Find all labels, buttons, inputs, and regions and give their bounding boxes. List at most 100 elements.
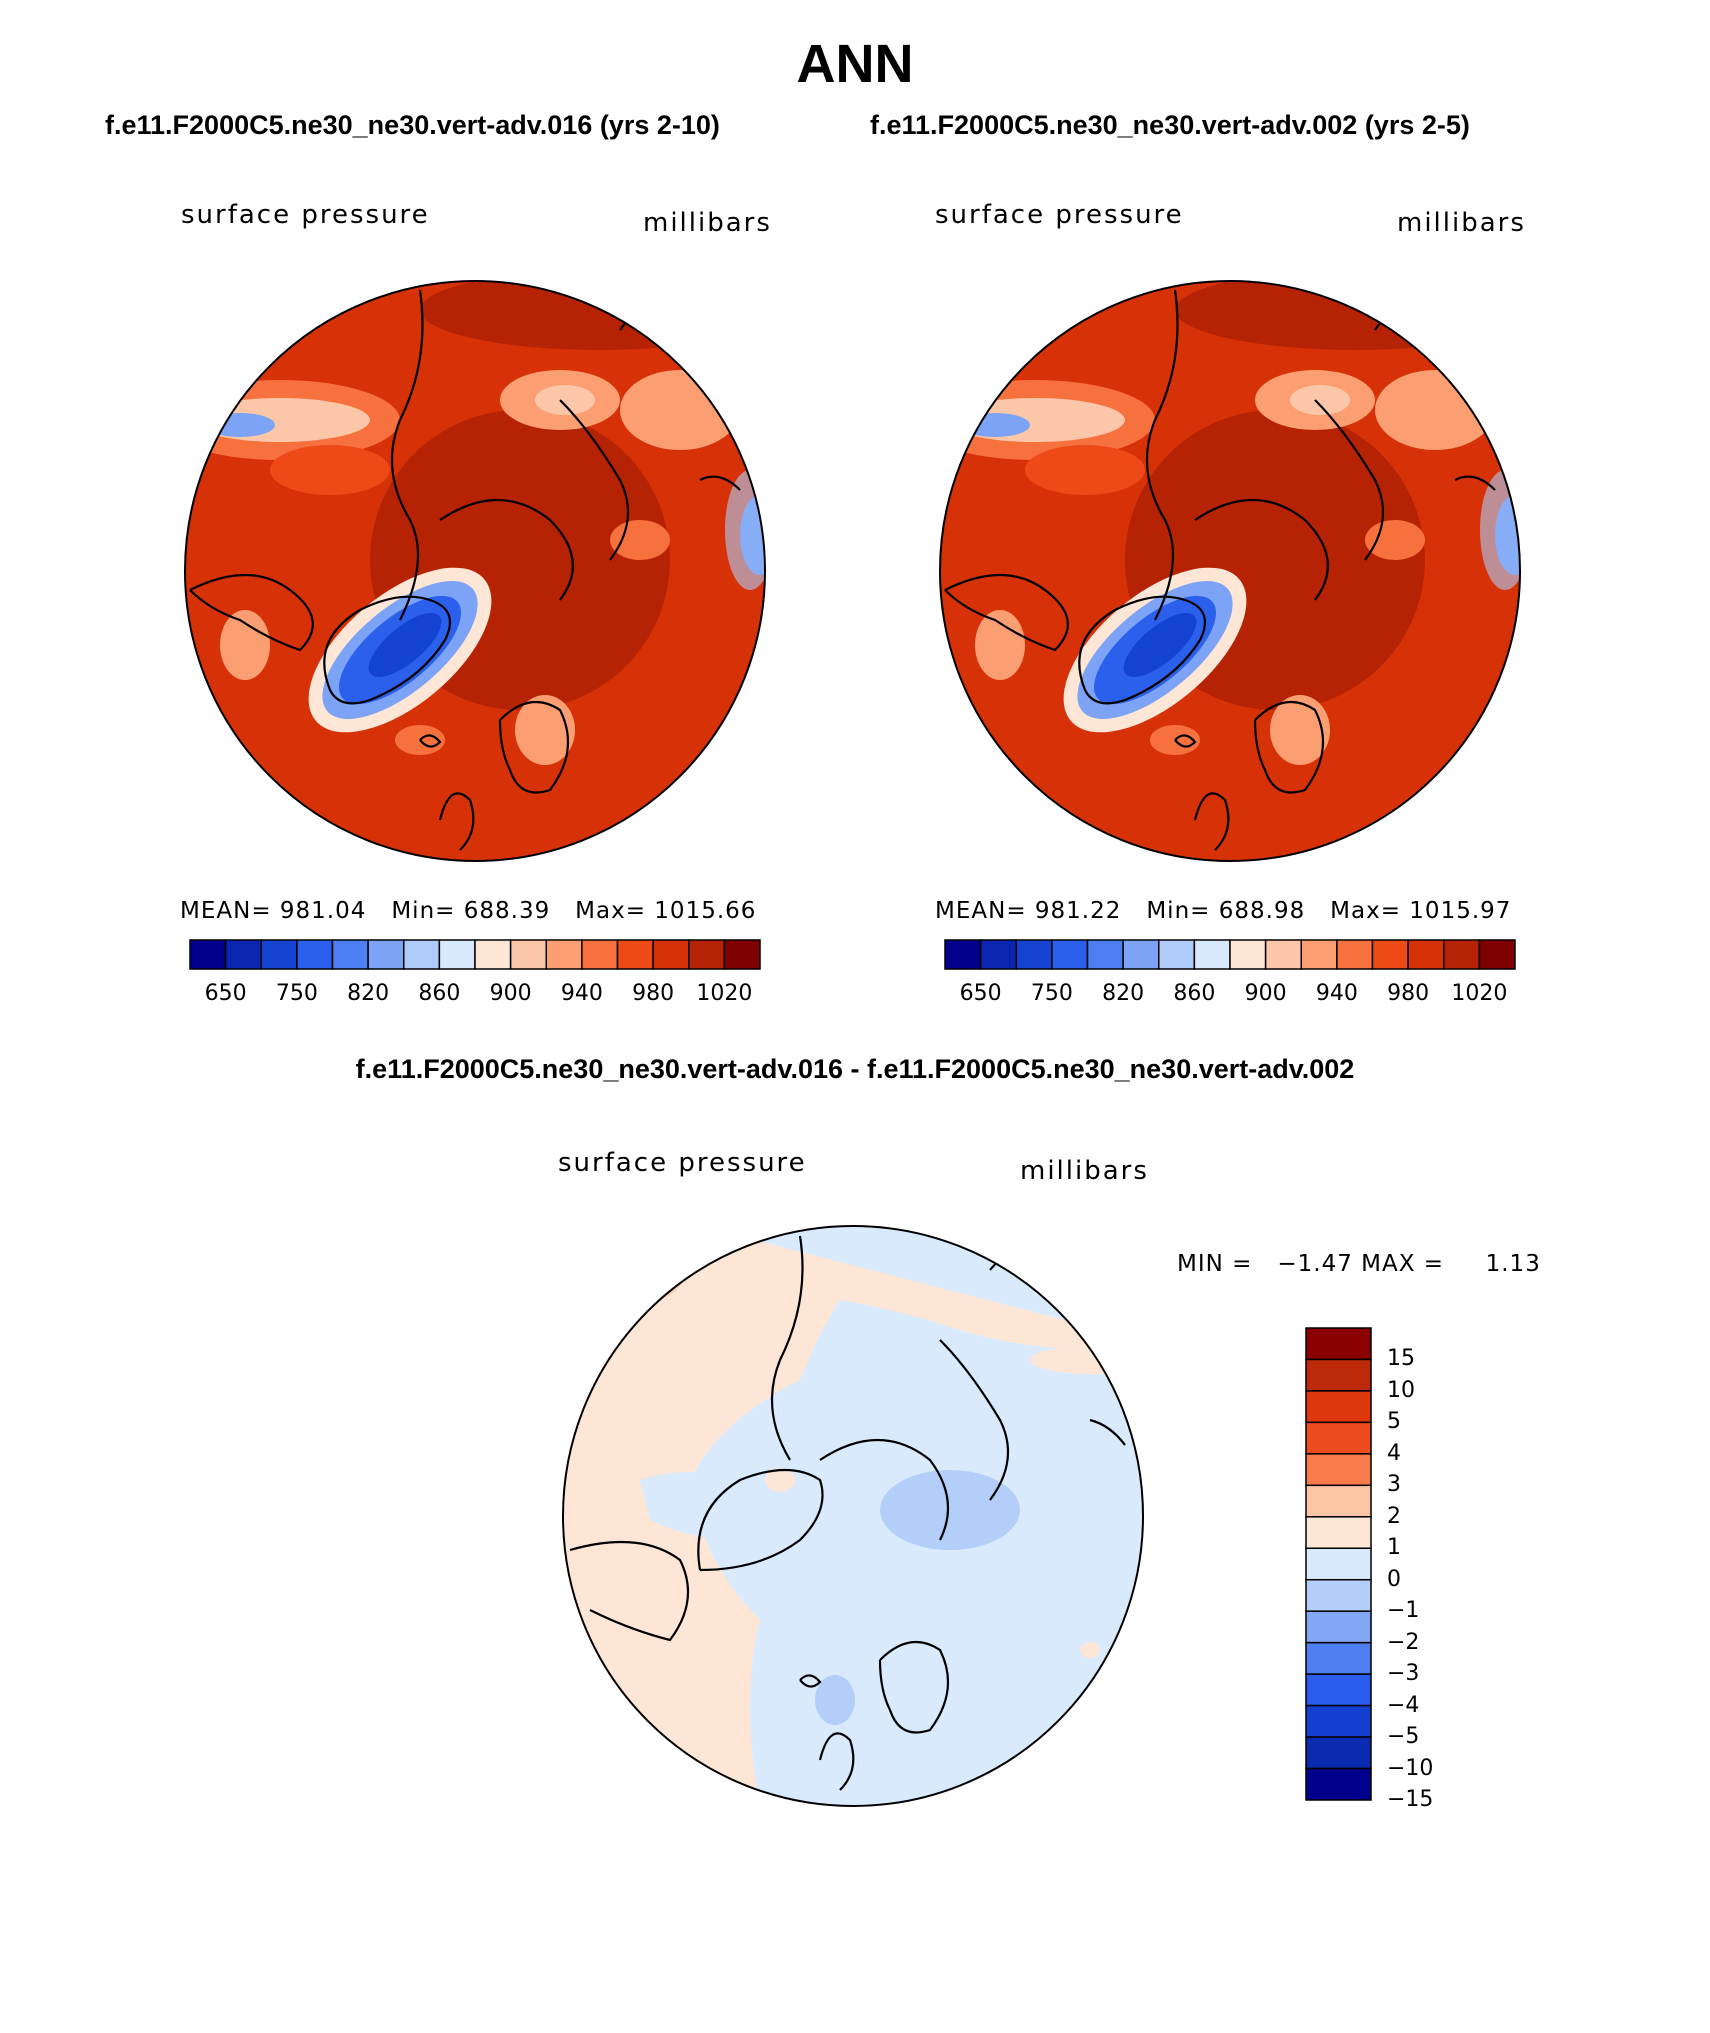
colorbar-tick-label: 3 <box>1387 1472 1401 1498</box>
colorbar-tick-label: 820 <box>347 981 390 1006</box>
difference-minmax: MIN = −1.47 MAX = 1.13 <box>1177 1251 1541 1277</box>
max-label: Max= <box>575 898 646 924</box>
surface-pressure-map-left <box>185 281 765 861</box>
panel1-stats: MEAN= 981.04 Min= 688.39 Max= 1015.66 <box>180 897 756 925</box>
colorbar-swatch <box>403 939 441 970</box>
max-value: 1015.66 <box>654 898 757 924</box>
colorbar-swatch <box>1305 1547 1372 1581</box>
colorbar-tick-label: 10 <box>1387 1377 1415 1403</box>
colorbar-swatch <box>1305 1421 1372 1455</box>
colorbar-swatch <box>1305 1641 1372 1675</box>
colorbar-swatch <box>1305 1484 1372 1518</box>
panel2-stats: MEAN= 981.22 Min= 688.98 Max= 1015.97 <box>935 897 1511 925</box>
colorbar-swatch <box>1122 939 1160 970</box>
colorbar-swatch <box>1158 939 1196 970</box>
colorbar-swatch <box>1305 1390 1372 1424</box>
colorbar-swatch <box>723 939 761 970</box>
colorbar-swatch <box>545 939 583 970</box>
colorbar-swatch <box>438 939 476 970</box>
difference-variable-label: surface pressure <box>558 1148 807 1178</box>
map-boundary <box>939 280 1521 862</box>
colorbar-tick-label: 1020 <box>696 981 753 1006</box>
colorbar-tick-label: 980 <box>632 981 675 1006</box>
max-label: Max= <box>1330 898 1401 924</box>
colorbar-tick-label: 1020 <box>1451 981 1508 1006</box>
colorbar-swatch <box>474 939 512 970</box>
mean-value: 981.04 <box>279 898 367 924</box>
colorbar-tick-label: 820 <box>1102 981 1145 1006</box>
colorbar-swatch <box>1300 939 1338 970</box>
min-value: 688.39 <box>463 898 551 924</box>
colorbar-tick-label: 0 <box>1387 1566 1401 1592</box>
colorbar-swatch <box>509 939 547 970</box>
mean-value: 981.22 <box>1034 898 1122 924</box>
colorbar-tick-label: 15 <box>1387 1346 1415 1372</box>
mean-label: MEAN= <box>180 898 272 924</box>
main-title: ANN <box>796 34 914 94</box>
colorbar-tick-label: 2 <box>1387 1503 1401 1529</box>
colorbar-tick-label: 4 <box>1387 1440 1401 1466</box>
colorbar-swatch <box>1305 1767 1372 1801</box>
colorbar-tick-label: 860 <box>418 981 461 1006</box>
colorbar-swatch <box>1305 1704 1372 1738</box>
colorbar-swatch <box>1305 1673 1372 1707</box>
panel2-variable-label: surface pressure <box>935 200 1184 230</box>
colorbar-swatch <box>1443 939 1481 970</box>
colorbar-swatch <box>1305 1327 1372 1361</box>
colorbar-swatch <box>1015 939 1053 970</box>
min-label: Min= <box>391 898 456 924</box>
mean-label: MEAN= <box>935 898 1027 924</box>
case-title-left: f.e11.F2000C5.ne30_ne30.vert-adv.016 (yr… <box>105 110 720 140</box>
panel1-units-label: millibars <box>643 208 772 238</box>
colorbar-swatch <box>189 939 227 970</box>
colorbar-swatch <box>1407 939 1445 970</box>
max-value: 1015.97 <box>1409 898 1512 924</box>
case-title-right: f.e11.F2000C5.ne30_ne30.vert-adv.002 (yr… <box>870 110 1470 140</box>
colorbar-tick-label: 5 <box>1387 1409 1401 1435</box>
colorbar-tick-label: −3 <box>1387 1661 1420 1687</box>
colorbar-swatch <box>581 939 619 970</box>
min-label: Min= <box>1146 898 1211 924</box>
colorbar-swatch <box>1305 1736 1372 1770</box>
surface-pressure-map-right <box>940 281 1520 861</box>
colorbar-tick-label: 980 <box>1387 981 1430 1006</box>
colorbar-tick-label: 900 <box>1244 981 1287 1006</box>
colorbar-tick-label: −2 <box>1387 1629 1420 1655</box>
colorbar-difference <box>1305 1327 1372 1801</box>
map-boundary <box>562 1225 1144 1807</box>
colorbar-tick-label: −4 <box>1387 1692 1420 1718</box>
colorbar-tick-label: 750 <box>1030 981 1073 1006</box>
colorbar-swatch <box>1229 939 1267 970</box>
colorbar-tick-label: −15 <box>1387 1787 1434 1812</box>
difference-units-label: millibars <box>1020 1156 1149 1186</box>
colorbar-swatch <box>1305 1453 1372 1487</box>
colorbar-swatch <box>1305 1578 1372 1612</box>
colorbar-right <box>944 939 1516 970</box>
colorbar-swatch <box>1478 939 1516 970</box>
colorbar-swatch <box>1086 939 1124 970</box>
colorbar-swatch <box>367 939 405 970</box>
colorbar-swatch <box>1336 939 1374 970</box>
colorbar-swatch <box>652 939 690 970</box>
colorbar-tick-label: 860 <box>1173 981 1216 1006</box>
colorbar-tick-label: 940 <box>560 981 603 1006</box>
colorbar-tick-label: −10 <box>1387 1755 1434 1781</box>
colorbar-swatch <box>944 939 982 970</box>
colorbar-swatch <box>1051 939 1089 970</box>
colorbar-swatch <box>1193 939 1231 970</box>
colorbar-swatch <box>616 939 654 970</box>
difference-title: f.e11.F2000C5.ne30_ne30.vert-adv.016 - f… <box>355 1054 1355 1084</box>
colorbar-swatch <box>688 939 726 970</box>
map-boundary <box>184 280 766 862</box>
colorbar-swatch <box>1264 939 1302 970</box>
colorbar-tick-label: −5 <box>1387 1724 1420 1750</box>
colorbar-swatch <box>224 939 262 970</box>
colorbar-swatch <box>1305 1516 1372 1550</box>
colorbar-tick-label: −1 <box>1387 1598 1420 1624</box>
difference-map <box>563 1226 1143 1806</box>
colorbar-swatch <box>1305 1610 1372 1644</box>
colorbar-swatch <box>260 939 298 970</box>
colorbar-swatch <box>331 939 369 970</box>
min-value: 688.98 <box>1218 898 1306 924</box>
